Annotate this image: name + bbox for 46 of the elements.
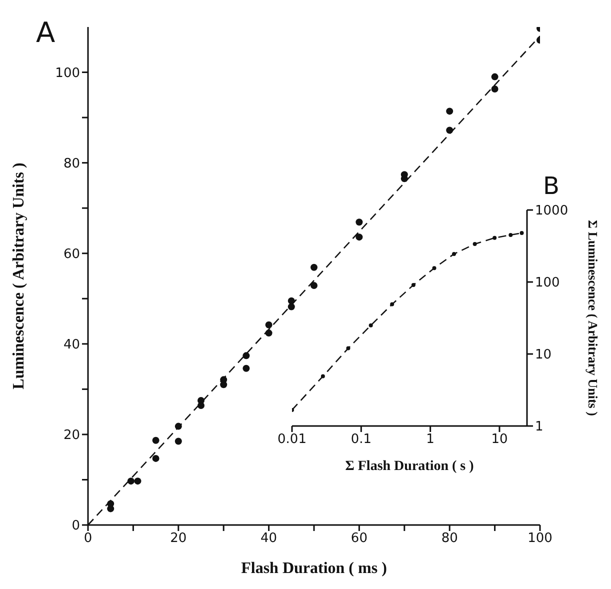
y-tick-label: 80 bbox=[63, 156, 80, 172]
point bbox=[220, 381, 228, 388]
point bbox=[491, 73, 498, 80]
point bbox=[174, 422, 182, 430]
x-tick-label: 1 bbox=[426, 432, 434, 448]
y-tick-label: 1 bbox=[535, 420, 544, 435]
chart-title: A bbox=[36, 16, 56, 49]
y-tick-label: 1000 bbox=[535, 204, 568, 219]
x-tick-label: 20 bbox=[170, 531, 187, 546]
point bbox=[174, 438, 182, 445]
x-axis-title: Flash Duration ( ms ) bbox=[241, 560, 387, 577]
y-tick-label: 100 bbox=[55, 66, 80, 81]
x-tick-label: 40 bbox=[260, 531, 278, 546]
x-tick-label: 80 bbox=[441, 531, 458, 546]
point bbox=[265, 330, 272, 337]
point bbox=[310, 282, 318, 290]
x-tick-label: 0.1 bbox=[350, 432, 372, 448]
x-tick-label: 0.01 bbox=[278, 432, 306, 448]
x-tick-label: 10 bbox=[491, 432, 508, 448]
point bbox=[310, 264, 318, 271]
point bbox=[107, 505, 114, 512]
x-axis-title: Σ Flash Duration ( s ) bbox=[345, 459, 474, 474]
point bbox=[356, 218, 363, 226]
x-tick-label: 60 bbox=[350, 531, 368, 546]
point bbox=[356, 234, 363, 241]
point bbox=[265, 321, 272, 328]
y-tick-label: 100 bbox=[535, 276, 560, 291]
y-tick-label: 0 bbox=[72, 518, 80, 534]
point bbox=[288, 297, 295, 304]
point bbox=[127, 478, 134, 485]
point bbox=[446, 126, 454, 134]
x-tick-label: 0 bbox=[84, 531, 92, 546]
y-tick-label: 60 bbox=[63, 246, 80, 262]
point bbox=[242, 352, 250, 360]
point bbox=[288, 303, 295, 310]
y-axis-title: Σ Luminescence ( Arbitrary Units ) bbox=[585, 220, 600, 416]
point bbox=[242, 364, 250, 372]
y-axis-title: Luminescence ( Arbitrary Units ) bbox=[10, 162, 28, 390]
y-tick-label: 40 bbox=[63, 338, 80, 353]
point bbox=[134, 478, 142, 485]
point bbox=[446, 108, 454, 115]
point bbox=[491, 86, 498, 93]
y-tick-label: 10 bbox=[535, 348, 552, 363]
point bbox=[152, 454, 160, 462]
chart-title: B bbox=[543, 172, 560, 200]
point bbox=[152, 436, 160, 444]
